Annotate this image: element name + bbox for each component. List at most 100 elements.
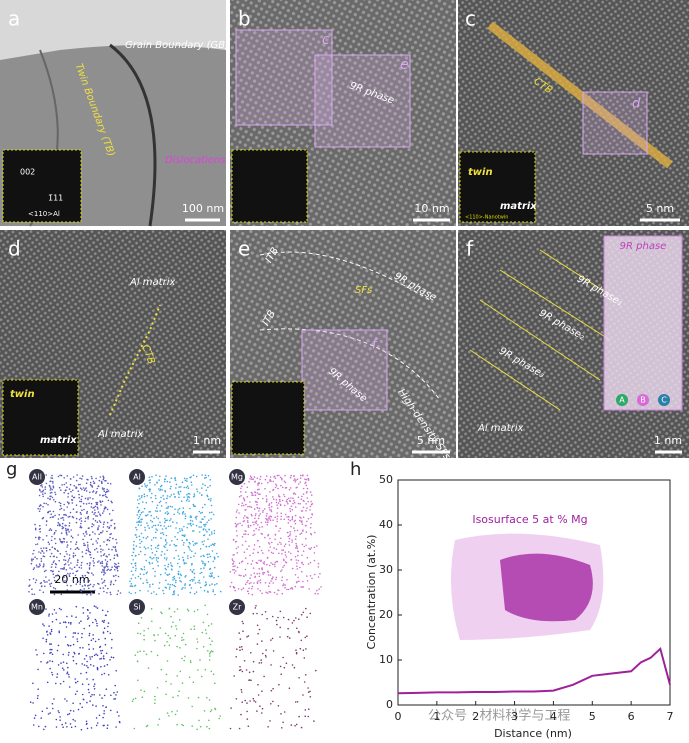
atom bbox=[241, 544, 244, 546]
atom bbox=[89, 553, 92, 556]
atom bbox=[288, 540, 290, 543]
atom bbox=[184, 513, 186, 515]
atom bbox=[144, 553, 146, 556]
atom bbox=[89, 481, 92, 484]
atom bbox=[282, 583, 285, 585]
atom bbox=[58, 630, 60, 632]
atom bbox=[92, 665, 95, 667]
atom bbox=[252, 494, 254, 497]
atom bbox=[210, 504, 213, 507]
atom bbox=[155, 593, 158, 596]
atom bbox=[195, 518, 198, 520]
atom bbox=[302, 580, 304, 583]
atom bbox=[59, 553, 62, 555]
atom bbox=[263, 561, 266, 563]
atom bbox=[53, 576, 55, 579]
atom bbox=[70, 535, 73, 537]
atom bbox=[52, 561, 55, 564]
atom bbox=[264, 611, 267, 613]
panel-f: f 9R phase 9R phase₁ 9R phase₂ 9R phase₃… bbox=[458, 230, 689, 458]
atom bbox=[247, 505, 249, 508]
atom bbox=[60, 662, 62, 664]
atom bbox=[116, 567, 118, 570]
atom bbox=[43, 552, 45, 554]
atom bbox=[69, 511, 72, 514]
atom bbox=[185, 499, 188, 502]
atom bbox=[150, 544, 153, 547]
y-tick-label: 40 bbox=[379, 518, 393, 531]
atom bbox=[165, 507, 168, 509]
atom bbox=[165, 540, 167, 542]
atom bbox=[199, 548, 202, 550]
element-label: Al bbox=[133, 473, 141, 482]
atom bbox=[56, 673, 59, 675]
atom bbox=[269, 509, 271, 511]
apt-map: Al bbox=[128, 469, 222, 596]
atom bbox=[152, 524, 155, 527]
atom bbox=[159, 627, 162, 629]
atom bbox=[143, 650, 145, 653]
atom bbox=[191, 580, 194, 582]
atom bbox=[93, 685, 95, 688]
atom bbox=[251, 560, 254, 562]
atom bbox=[246, 581, 248, 584]
atom bbox=[148, 479, 150, 482]
atom bbox=[205, 632, 208, 635]
atom bbox=[237, 588, 240, 590]
atom bbox=[174, 496, 176, 498]
annotation: f bbox=[372, 338, 379, 353]
atom bbox=[69, 483, 72, 486]
atom bbox=[202, 534, 205, 537]
atom bbox=[166, 557, 168, 559]
atom bbox=[288, 544, 291, 546]
atom bbox=[50, 566, 53, 568]
atom bbox=[250, 476, 253, 479]
atom bbox=[245, 509, 247, 511]
atom bbox=[92, 557, 95, 560]
atom bbox=[86, 618, 89, 620]
atom bbox=[193, 576, 196, 579]
atom bbox=[87, 544, 89, 546]
atom bbox=[154, 570, 156, 573]
atom bbox=[186, 477, 188, 480]
atom bbox=[42, 637, 44, 640]
atom bbox=[69, 709, 72, 712]
atom bbox=[243, 575, 245, 577]
atom bbox=[179, 580, 181, 582]
atom bbox=[64, 580, 66, 582]
atom bbox=[82, 579, 85, 582]
atom bbox=[244, 699, 246, 702]
atom bbox=[107, 625, 109, 628]
atom bbox=[156, 545, 159, 547]
atom bbox=[83, 542, 85, 545]
atom bbox=[295, 723, 298, 726]
atom bbox=[252, 567, 255, 569]
atom bbox=[101, 562, 104, 564]
atom bbox=[243, 499, 246, 502]
atom bbox=[253, 508, 256, 510]
atom bbox=[259, 478, 261, 481]
atom bbox=[142, 511, 144, 513]
atom bbox=[180, 486, 182, 488]
atom bbox=[279, 636, 281, 638]
atom bbox=[130, 577, 133, 580]
atom bbox=[31, 588, 33, 590]
atom bbox=[209, 484, 211, 487]
atom bbox=[271, 615, 274, 618]
atom bbox=[97, 485, 100, 487]
atom bbox=[102, 530, 104, 532]
atom bbox=[145, 486, 148, 488]
atom bbox=[187, 487, 190, 490]
atom bbox=[189, 549, 191, 551]
atom bbox=[69, 644, 72, 647]
atom bbox=[173, 611, 176, 613]
atom bbox=[72, 659, 75, 662]
atom bbox=[86, 727, 89, 730]
y-tick-label: 30 bbox=[379, 563, 393, 576]
panel-h: h Isosurface 5 at % Mg Distance (nm) Con… bbox=[350, 459, 674, 740]
atom bbox=[63, 541, 65, 543]
atom bbox=[242, 517, 245, 519]
atom bbox=[114, 569, 116, 571]
atom bbox=[270, 639, 272, 641]
atom bbox=[108, 527, 110, 530]
